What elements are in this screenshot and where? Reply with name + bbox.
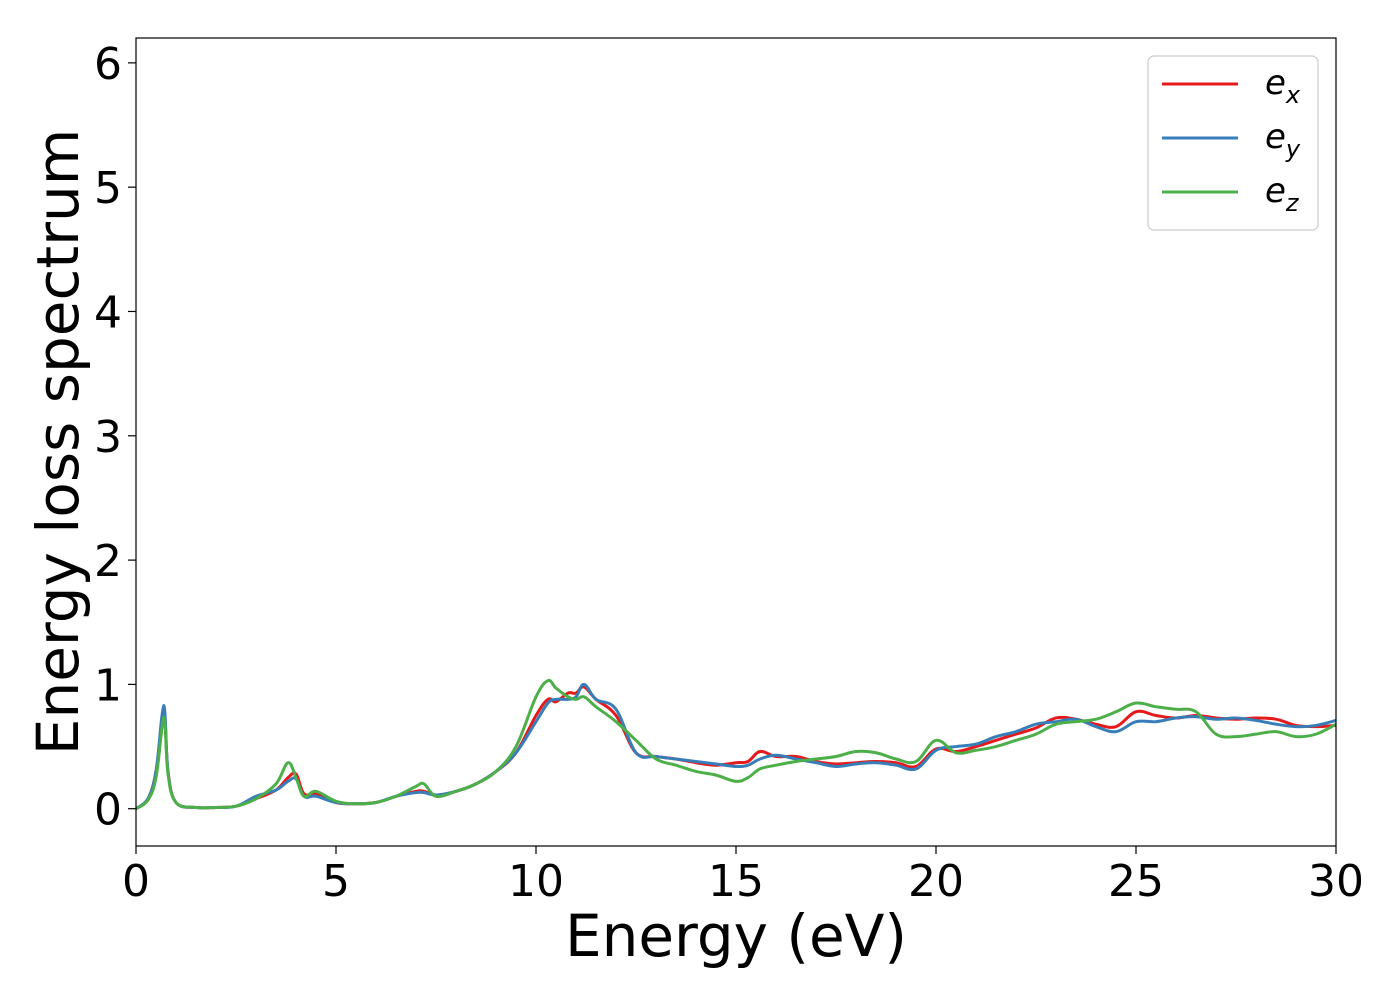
x-tick-label: 15 — [708, 856, 764, 907]
legend: ex ey ez — [1147, 55, 1319, 231]
x-tick-label: 0 — [122, 856, 150, 907]
series-line-y — [136, 682, 1336, 811]
x-axis-label: Energy (eV) — [565, 902, 907, 970]
series-layer — [136, 678, 1336, 811]
y-tick-label: 1 — [94, 660, 122, 711]
legend-label-x: ex — [1265, 63, 1301, 109]
y-tick-label: 3 — [94, 412, 122, 463]
x-tick-label: 30 — [1308, 856, 1364, 907]
y-axis: 0 1 2 3 4 5 6 — [94, 39, 136, 836]
legend-box — [1147, 55, 1319, 231]
x-tick-label: 5 — [322, 856, 350, 907]
y-axis-label: Energy loss spectrum — [24, 129, 92, 755]
y-tick-label: 6 — [94, 39, 122, 90]
x-tick-label: 20 — [908, 856, 964, 907]
y-tick-label: 5 — [94, 163, 122, 214]
x-tick-label: 10 — [508, 856, 564, 907]
y-tick-label: 4 — [94, 287, 122, 338]
series-line-z — [136, 678, 1336, 811]
x-axis: 0 5 10 15 20 25 30 — [122, 846, 1364, 907]
x-tick-label: 25 — [1108, 856, 1164, 907]
legend-label-z: ez — [1265, 171, 1300, 217]
legend-label-y: ey — [1265, 117, 1301, 163]
y-tick-label: 2 — [94, 536, 122, 587]
y-tick-label: 0 — [94, 785, 122, 836]
